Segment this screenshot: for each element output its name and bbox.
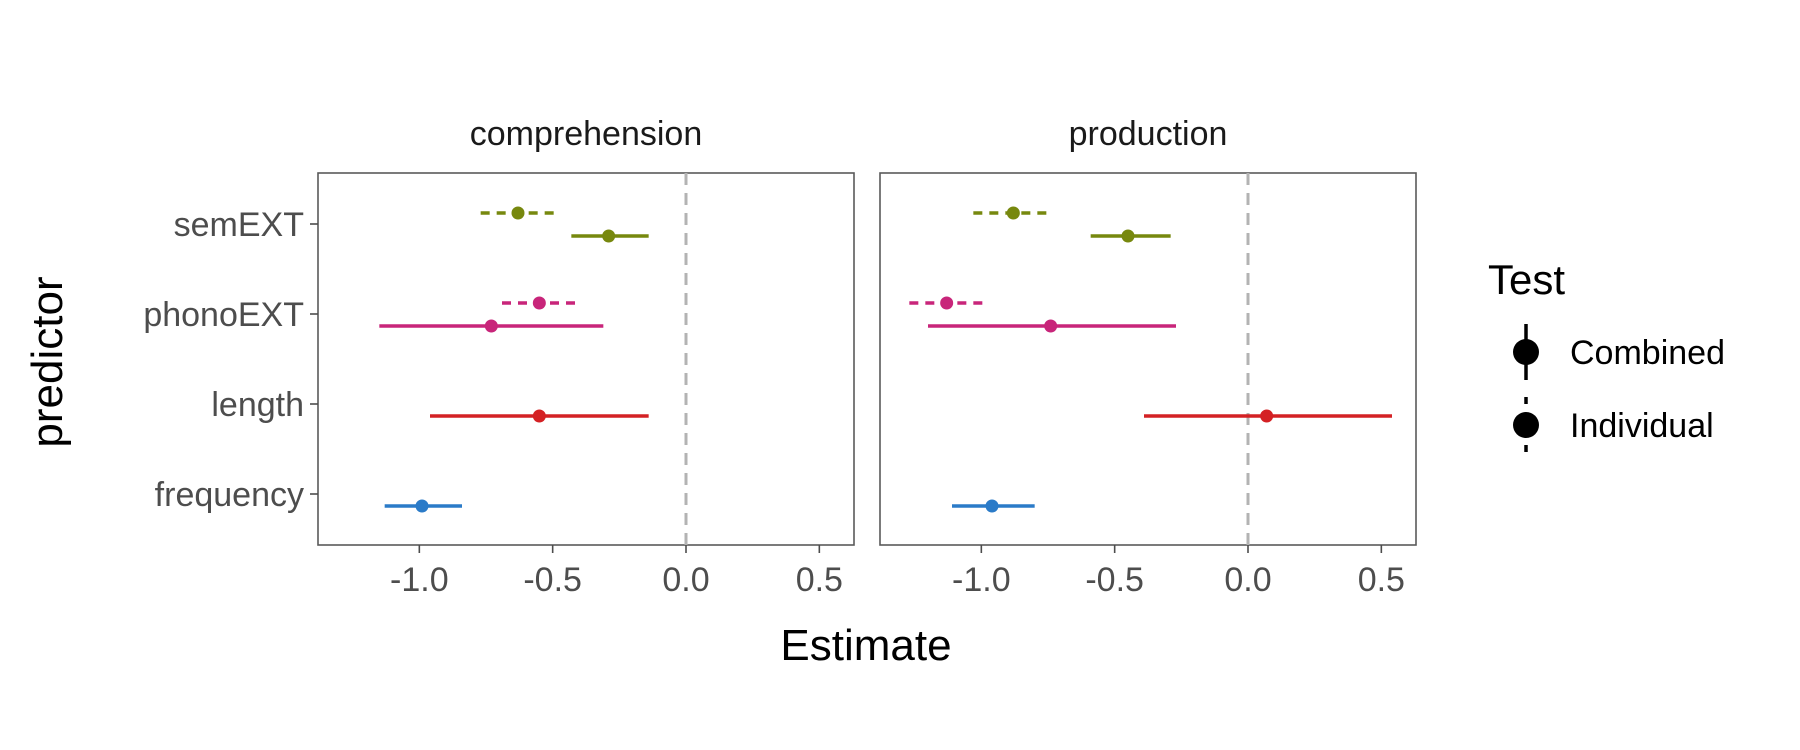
y-tick-label-frequency: frequency — [155, 476, 304, 514]
x-tick-label: 0.0 — [662, 561, 709, 599]
panel-production: production -1.0 -0.5 0.0 0.5 — [879, 115, 1417, 599]
point-frequency-combined — [985, 499, 999, 513]
point-semext-individual — [511, 206, 525, 220]
y-tick-label-length: length — [211, 386, 304, 424]
point-semext-combined — [1121, 229, 1135, 243]
legend-label: Combined — [1570, 334, 1725, 372]
panel-comprehension: comprehension -1.0 -0.5 0.0 0.5 — [317, 115, 855, 599]
point-phonoext-combined — [484, 319, 498, 333]
legend-key-point — [1513, 412, 1539, 438]
panels: comprehension -1.0 -0.5 0.0 0.5 production -1.… — [317, 115, 1417, 599]
x-tick-label: -0.5 — [1085, 561, 1144, 599]
point-semext-combined — [602, 229, 616, 243]
panel-border — [879, 172, 1417, 546]
point-length-combined — [532, 409, 546, 423]
legend-entry-combined: Combined — [1513, 324, 1725, 380]
x-tick-label: 0.5 — [1358, 561, 1405, 599]
legend-entry-individual: Individual — [1513, 397, 1714, 453]
x-tick-label: -1.0 — [390, 561, 449, 599]
legend-label: Individual — [1570, 407, 1714, 445]
point-length-combined — [1260, 409, 1274, 423]
y-axis-title: predictor — [23, 276, 72, 447]
x-tick-label: -1.0 — [952, 561, 1011, 599]
point-semext-individual — [1006, 206, 1020, 220]
x-tick-label: 0.5 — [796, 561, 843, 599]
x-axis-title: Estimate — [780, 621, 951, 670]
point-phonoext-individual — [532, 296, 546, 310]
legend-title: Test — [1488, 256, 1565, 303]
point-phonoext-individual — [940, 296, 954, 310]
panel-title: production — [1069, 115, 1228, 153]
y-tick-label-phonoext: phonoEXT — [143, 296, 304, 334]
panel-title: comprehension — [470, 115, 702, 153]
panel-border — [317, 172, 855, 546]
y-tick-label-semext: semEXT — [174, 206, 304, 244]
x-tick-label: -0.5 — [523, 561, 582, 599]
legend-key-point — [1513, 339, 1539, 365]
point-frequency-combined — [415, 499, 429, 513]
x-tick-label: 0.0 — [1224, 561, 1271, 599]
y-axis: semEXT phonoEXT length frequency — [143, 206, 318, 514]
point-phonoext-combined — [1044, 319, 1058, 333]
